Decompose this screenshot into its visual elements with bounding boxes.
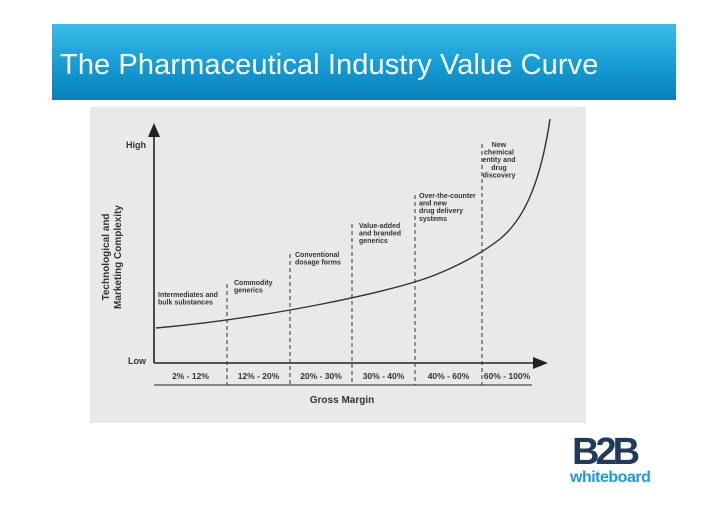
b2b-whiteboard-logo: B2B whiteboard bbox=[568, 428, 660, 488]
y-axis-label-line2: Marketing Complexity bbox=[113, 205, 124, 309]
stage-label-line: drug delivery bbox=[419, 208, 463, 215]
logo-b2b: B2B bbox=[572, 431, 639, 473]
stage-label-line: drug bbox=[491, 165, 507, 172]
range-label: 30% - 40% bbox=[363, 371, 405, 381]
stage-label-line: Intermediates and bbox=[158, 292, 218, 299]
stage-label-line: Conventional bbox=[295, 252, 339, 259]
value-curve bbox=[155, 118, 551, 329]
value-curve-diagram: Technological and Marketing Complexity H… bbox=[101, 118, 551, 406]
title-bar: The Pharmaceutical Industry Value Curve bbox=[52, 24, 676, 100]
stage-label-line: chemical bbox=[484, 150, 514, 157]
value-curve-figure: Technological and Marketing Complexity H… bbox=[90, 107, 586, 423]
stage-label-line: Commodity bbox=[234, 280, 273, 287]
logo-mark: B2B whiteboard bbox=[569, 431, 651, 486]
x-axis-label: Gross Margin bbox=[310, 395, 374, 406]
stage-label-line: Over-the-counter bbox=[419, 193, 476, 200]
stage-label-line: generics bbox=[234, 288, 263, 295]
stage-label-line: and new bbox=[419, 201, 448, 208]
stage-label-line: bulk substances bbox=[158, 300, 213, 307]
y-axis-label-line1: Technological and bbox=[101, 213, 112, 300]
y-low-label: Low bbox=[128, 356, 147, 366]
range-label: 12% - 20% bbox=[238, 371, 280, 381]
stage-label-line: Value-added bbox=[359, 223, 400, 230]
stage-label-line: systems bbox=[419, 216, 447, 223]
stage-label-line: generics bbox=[359, 238, 388, 245]
range-label: 60% - 100% bbox=[484, 371, 531, 381]
range-label: 2% - 12% bbox=[172, 371, 209, 381]
y-axis-title: Technological and Marketing Complexity bbox=[101, 205, 124, 309]
range-label: 20% - 30% bbox=[300, 371, 342, 381]
stage-label-line: and branded bbox=[359, 231, 401, 238]
logo-wordmark: whiteboard bbox=[569, 469, 650, 486]
y-high-label: High bbox=[126, 140, 146, 150]
x-axis-arrowhead bbox=[533, 357, 548, 369]
y-axis-arrowhead bbox=[148, 123, 160, 137]
stage-label-line: New bbox=[492, 142, 507, 149]
slide-title: The Pharmaceutical Industry Value Curve bbox=[60, 49, 599, 81]
range-label: 40% - 60% bbox=[428, 371, 470, 381]
stage-label-line: discovery bbox=[483, 172, 516, 179]
stage-label-line: entity and bbox=[482, 157, 515, 164]
stage-label-line: dosage forms bbox=[295, 260, 341, 267]
